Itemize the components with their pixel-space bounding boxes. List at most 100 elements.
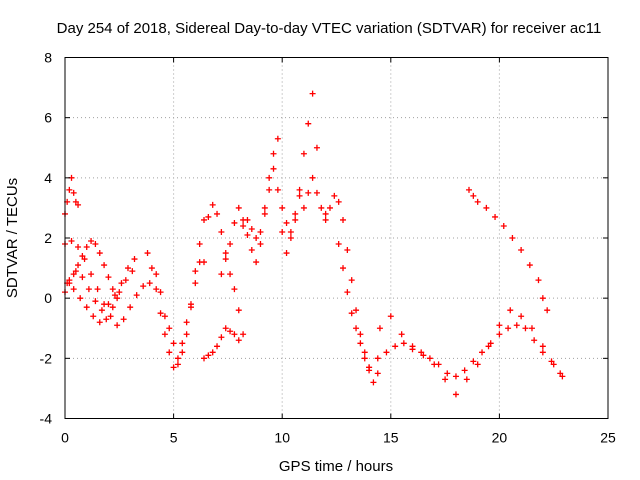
data-point <box>66 186 73 193</box>
data-point <box>111 292 118 299</box>
data-point <box>88 238 95 245</box>
data-point <box>387 313 394 320</box>
data-point <box>79 274 86 281</box>
data-point <box>227 271 234 278</box>
data-point <box>539 295 546 302</box>
y-tick-label: 0 <box>44 290 52 306</box>
data-point <box>192 268 199 275</box>
data-point <box>133 292 140 299</box>
data-point <box>309 90 316 97</box>
data-point <box>183 319 190 326</box>
data-point <box>129 268 136 275</box>
y-tick-label: 8 <box>44 50 52 66</box>
data-point <box>513 322 520 329</box>
data-point <box>496 322 503 329</box>
data-point <box>548 358 555 365</box>
data-point <box>270 150 277 157</box>
data-point <box>253 259 260 266</box>
data-point <box>227 241 234 248</box>
data-point <box>231 331 238 338</box>
data-point <box>279 204 286 211</box>
data-point <box>461 367 468 374</box>
data-point <box>148 265 155 272</box>
data-point <box>214 210 221 217</box>
data-point <box>144 250 151 257</box>
series-arc-f <box>144 241 208 371</box>
data-point <box>335 198 342 205</box>
data-point <box>518 313 525 320</box>
data-point <box>205 352 212 359</box>
series-arc-r <box>465 186 551 314</box>
data-point <box>153 271 160 278</box>
data-point <box>70 271 77 278</box>
data-point <box>518 247 525 254</box>
data-point <box>559 373 566 380</box>
data-point <box>374 355 381 362</box>
data-point <box>305 120 312 127</box>
data-point <box>222 325 229 332</box>
data-point <box>452 373 459 380</box>
data-point <box>409 343 416 350</box>
data-point <box>72 268 79 275</box>
data-point <box>507 307 514 314</box>
data-point <box>103 316 110 323</box>
data-point <box>218 228 225 235</box>
data-point <box>283 250 290 257</box>
data-point <box>75 262 82 269</box>
data-point <box>348 277 355 284</box>
data-point <box>474 198 481 205</box>
data-point <box>253 235 260 241</box>
series-arc-o <box>335 241 381 386</box>
data-point <box>85 286 92 293</box>
data-point <box>109 286 116 293</box>
data-point <box>528 325 535 332</box>
data-point <box>557 370 564 377</box>
data-point <box>287 235 294 241</box>
data-point <box>231 286 238 293</box>
data-point <box>318 204 325 211</box>
data-point <box>420 352 427 359</box>
data-point <box>331 192 338 199</box>
data-point <box>183 331 190 338</box>
data-point <box>248 225 255 232</box>
data-point <box>153 286 160 293</box>
data-point <box>326 204 333 211</box>
data-point <box>274 186 281 193</box>
data-point <box>244 231 251 238</box>
data-point <box>161 331 168 338</box>
data-point <box>196 241 203 248</box>
series-arc-b <box>62 238 153 329</box>
data-point <box>201 355 208 362</box>
data-point <box>218 334 225 341</box>
data-point <box>218 271 225 278</box>
x-tick-label: 10 <box>274 430 290 446</box>
data-point <box>322 210 329 217</box>
data-point <box>140 283 147 290</box>
data-point <box>109 304 116 311</box>
data-point <box>179 349 186 356</box>
data-point <box>244 216 251 223</box>
data-point <box>392 343 399 350</box>
data-point <box>209 349 216 356</box>
data-point <box>313 189 320 196</box>
data-point <box>72 198 79 205</box>
data-point <box>509 235 516 241</box>
data-point <box>174 361 181 368</box>
grid-lines <box>65 57 608 419</box>
data-point <box>77 295 84 302</box>
data-point <box>348 310 355 317</box>
data-point <box>470 358 477 365</box>
data-point <box>209 201 216 208</box>
data-point <box>122 277 129 284</box>
data-point <box>383 349 390 356</box>
data-point <box>118 280 125 287</box>
data-point <box>83 244 90 251</box>
data-point <box>187 304 194 311</box>
data-point <box>174 355 181 362</box>
data-point <box>170 340 177 347</box>
data-point <box>398 331 405 338</box>
data-point <box>370 379 377 386</box>
data-point <box>235 204 242 211</box>
data-point <box>201 216 208 223</box>
data-point <box>79 253 86 260</box>
